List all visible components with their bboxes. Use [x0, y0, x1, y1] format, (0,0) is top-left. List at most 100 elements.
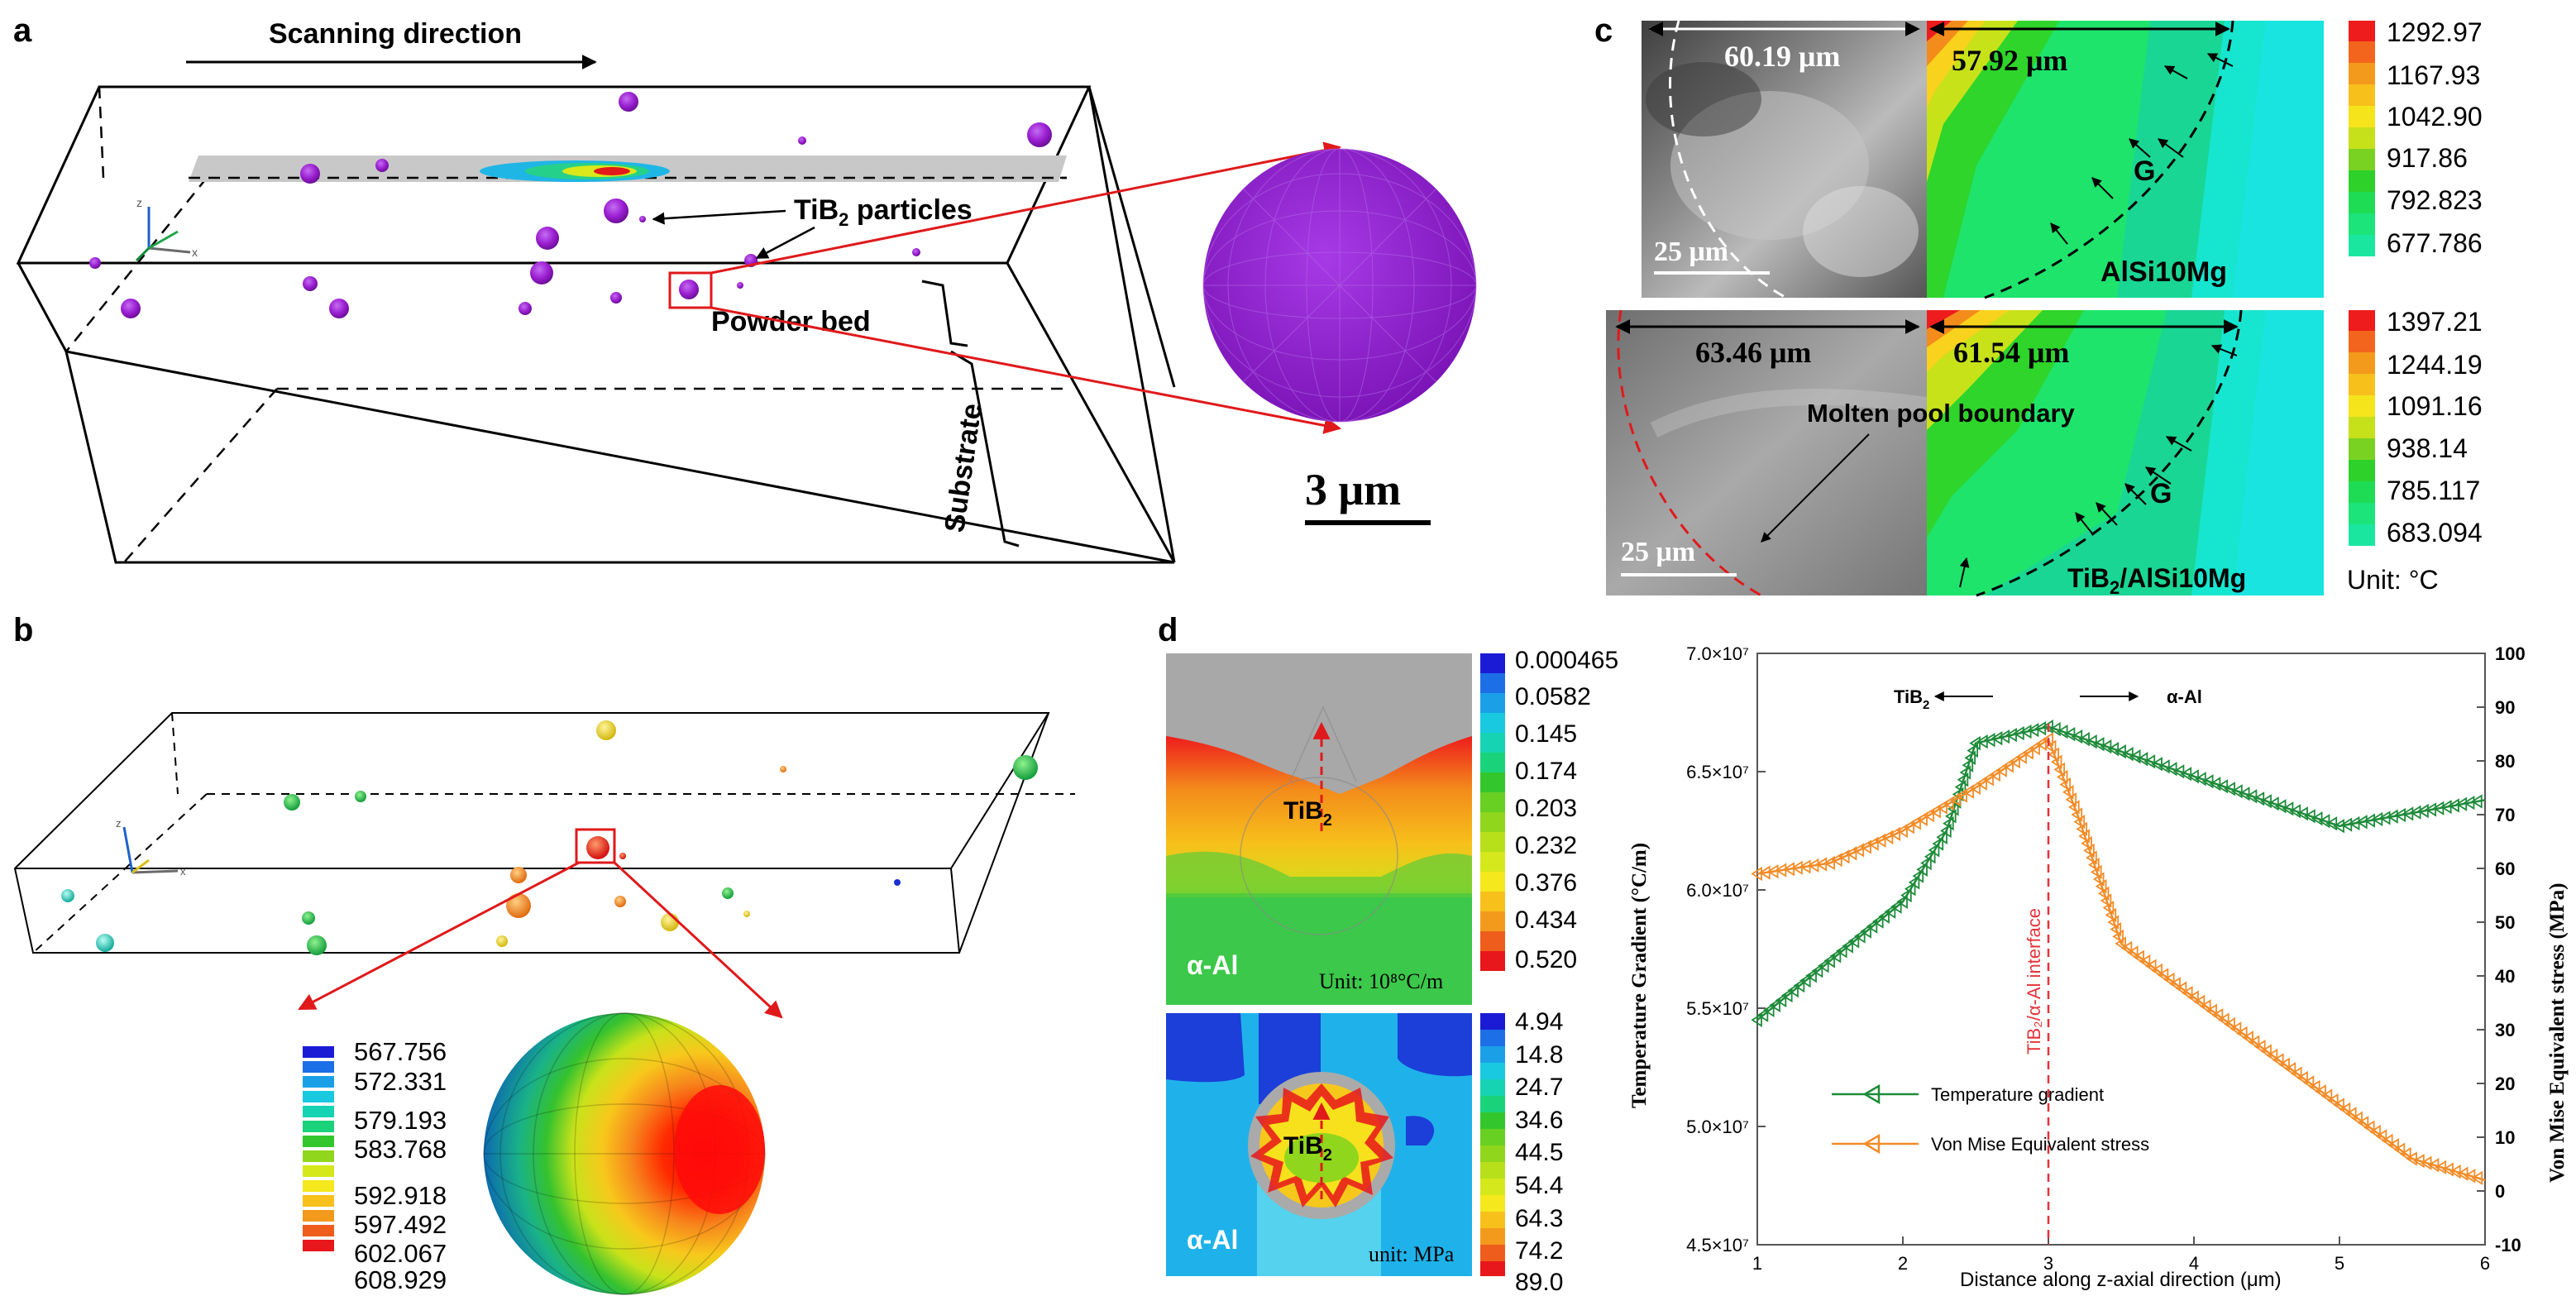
- legend-b-1: 572.331: [354, 1067, 447, 1096]
- series-marker-0: [2195, 772, 2206, 787]
- series-marker-0: [1954, 779, 1967, 795]
- series-marker-0: [1835, 944, 1847, 959]
- legend-d-bottom: 4.94 14.8 24.7 34.6 44.5 54.4 64.3 74.2 …: [1480, 1008, 1563, 1296]
- series-marker-0: [2122, 747, 2134, 762]
- series-marker-1: [2095, 879, 2107, 894]
- series-marker-0: [1964, 750, 1976, 765]
- series-marker-1: [2029, 740, 2040, 756]
- axis-x-a: x: [192, 246, 198, 259]
- series-marker-1: [1831, 852, 1842, 868]
- legend-c-bottom-3: 938.14: [2387, 433, 2468, 463]
- annot-alpha-al: α-Al: [2167, 686, 2202, 707]
- series-marker-1: [1909, 815, 1921, 830]
- series-marker-0: [1756, 1007, 1769, 1022]
- series-marker-1: [2187, 990, 2199, 1005]
- series-marker-1: [2266, 1048, 2278, 1064]
- zoom-arrow-bottom-a: [710, 306, 1342, 434]
- series-marker-1: [1923, 807, 1934, 823]
- series-marker-0: [1920, 855, 1932, 871]
- series-marker-0: [2304, 809, 2316, 824]
- molten-pool-boundary-label: Molten pool boundary: [1807, 399, 2076, 428]
- legend-d-bottom-2: 24.7: [1515, 1074, 1563, 1101]
- series-marker-0: [2260, 794, 2272, 809]
- boundary-pointer: [1761, 433, 1870, 543]
- tib2-particles-label: TiB2 particles: [794, 194, 973, 230]
- series-marker-1: [2110, 922, 2122, 937]
- series-marker-1: [2242, 1031, 2253, 1045]
- series-marker-0: [1936, 830, 1948, 844]
- series-marker-1: [2100, 893, 2112, 908]
- panel-label-d: d: [1158, 612, 1178, 648]
- series-marker-1: [2449, 1164, 2461, 1179]
- series-marker-1: [1852, 843, 1865, 858]
- substrate-label: Substrate: [939, 402, 987, 535]
- series-marker-0: [2056, 725, 2068, 739]
- series-marker-0: [1908, 875, 1920, 890]
- y2-tick-label: 100: [2495, 643, 2526, 664]
- series-marker-1: [1823, 855, 1835, 871]
- axis-triad-a: z x: [135, 196, 198, 262]
- series-marker-1: [2062, 785, 2074, 800]
- series-marker-1: [2065, 792, 2077, 807]
- series-marker-0: [1829, 949, 1842, 964]
- legend-b-4: 592.918: [354, 1181, 447, 1210]
- series-marker-1: [2369, 1124, 2381, 1140]
- series-marker-0: [1823, 954, 1835, 968]
- legend-c-bottom: 1397.21 1244.19 1091.16 938.14 785.117 6…: [2347, 307, 2483, 595]
- series-marker-0: [2143, 754, 2156, 769]
- series-marker-1: [2151, 963, 2163, 978]
- series-marker-1: [1949, 792, 1961, 807]
- series-marker-0: [1912, 868, 1924, 883]
- legend-b-5: 597.492: [354, 1210, 447, 1239]
- series-marker-1: [2278, 1057, 2290, 1072]
- chart-legend: Temperature gradient Von Mise Equivalent…: [1832, 1083, 2149, 1155]
- series-marker-0: [2231, 784, 2243, 799]
- series-marker-1: [1976, 776, 1987, 791]
- legend-d-bottom-1: 14.8: [1515, 1041, 1563, 1069]
- series-marker-0: [1962, 758, 1974, 772]
- scale-bar-label-a: 3 μm: [1305, 465, 1401, 514]
- series-marker-1: [2015, 749, 2027, 764]
- series-marker-0: [1847, 934, 1860, 949]
- series-marker-0: [1780, 988, 1793, 1003]
- series-marker-1: [2357, 1116, 2369, 1131]
- series-marker-1: [2413, 1153, 2425, 1169]
- series-marker-0: [1944, 809, 1957, 824]
- series-marker-1: [1943, 796, 1954, 811]
- series-marker-1: [1969, 780, 1981, 796]
- series-marker-1: [2344, 1107, 2357, 1121]
- legend-d-top-7: 0.434: [1515, 906, 1577, 934]
- scale-label-bottom: 25 μm: [1621, 537, 1695, 567]
- series-marker-0: [2172, 764, 2185, 779]
- series-marker-0: [1787, 983, 1799, 998]
- series-marker-0: [2129, 749, 2141, 764]
- series-marker-1: [2253, 1039, 2266, 1054]
- series-marker-1: [2435, 1160, 2447, 1175]
- tib2-sphere-zoom: [1202, 148, 1477, 423]
- series-marker-1: [1929, 804, 1941, 819]
- contour-bottom: [1927, 309, 2324, 597]
- series-marker-0: [2092, 737, 2105, 752]
- series-marker-0: [1916, 862, 1928, 877]
- y2-tick-label: 80: [2495, 751, 2515, 772]
- legend-d-bottom-0: 4.94: [1515, 1008, 1563, 1035]
- series-marker-1: [2056, 769, 2068, 785]
- legend-c-top-2: 1042.90: [2387, 102, 2483, 132]
- x-tick-label: 6: [2480, 1253, 2490, 1274]
- series-marker-1: [2387, 1138, 2399, 1153]
- series-marker-0: [1900, 887, 1912, 903]
- y2-tick-label: 20: [2495, 1074, 2515, 1094]
- panel-c: c 60.19 μm: [1594, 12, 2483, 598]
- x-tick-label: 4: [2189, 1253, 2199, 1274]
- y2-tick-label: 50: [2495, 912, 2515, 933]
- series-marker-1: [2083, 843, 2095, 858]
- legend-b-3: 583.768: [354, 1135, 447, 1164]
- y-axis-label-right: Von Mise Equivalent stress (MPa): [2546, 883, 2569, 1184]
- series-marker-0: [2151, 757, 2163, 772]
- series-marker-0: [2201, 774, 2214, 789]
- hidden-edges-b: [32, 712, 1075, 954]
- series-marker-1: [2308, 1079, 2320, 1094]
- legend-b-2: 579.193: [354, 1106, 447, 1135]
- series-marker-1: [2290, 1066, 2302, 1081]
